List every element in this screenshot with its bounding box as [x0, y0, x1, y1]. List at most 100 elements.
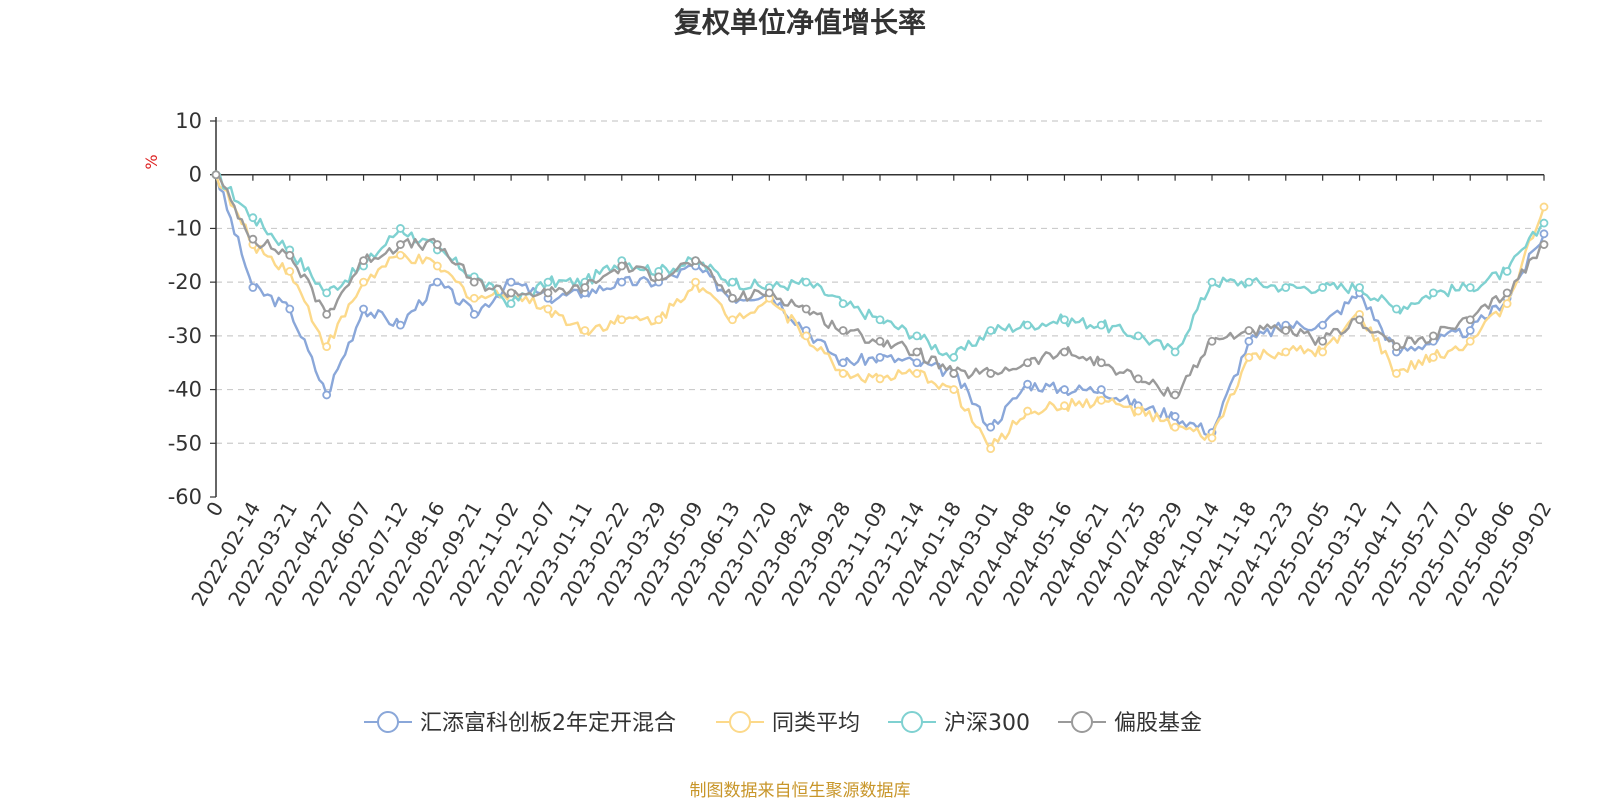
- data-point: [1023, 379, 1032, 389]
- data-point: [1428, 352, 1438, 362]
- data-point: [322, 390, 332, 400]
- y-tick-label: -50: [168, 431, 202, 455]
- data-point: [248, 283, 258, 292]
- data-point: [1465, 326, 1475, 335]
- data-point: [617, 261, 627, 271]
- data-point: [1392, 342, 1401, 352]
- data-point: [211, 170, 221, 180]
- legend-label: 偏股基金: [1114, 711, 1202, 736]
- data-point: [912, 369, 922, 378]
- data-point: [580, 326, 590, 335]
- data-point: [1355, 283, 1364, 292]
- data-point: [432, 261, 442, 271]
- data-point: [1023, 406, 1032, 416]
- series-line: [214, 174, 1546, 450]
- series-0: [211, 170, 1549, 437]
- y-tick-label: -30: [168, 324, 202, 348]
- legend-circle-icon: [1071, 711, 1093, 733]
- data-point: [1465, 336, 1475, 346]
- data-point: [285, 250, 295, 260]
- data-point: [801, 304, 811, 314]
- data-point: [469, 293, 479, 303]
- data-point: [248, 234, 258, 244]
- data-point: [1244, 326, 1254, 335]
- data-point: [654, 315, 664, 325]
- data-point: [543, 277, 553, 287]
- legend-circle-icon: [901, 711, 923, 733]
- y-tick-label: 10: [175, 109, 202, 133]
- series-lines: [211, 170, 1549, 454]
- data-point: [764, 288, 774, 298]
- data-point: [543, 304, 553, 314]
- data-point: [1428, 288, 1438, 298]
- legend-item-0[interactable]: 汇添富科创板2年定开混合: [364, 711, 676, 736]
- data-point: [1133, 374, 1143, 384]
- legend-label: 汇添富科创板2年定开混合: [420, 711, 676, 736]
- y-tick-label: -10: [168, 216, 202, 240]
- data-point: [1502, 299, 1512, 309]
- data-point: [838, 326, 848, 335]
- data-point: [949, 385, 959, 394]
- data-point: [838, 369, 848, 378]
- source-note: 制图数据来自恒生聚源数据库: [690, 781, 911, 800]
- y-axis-label: %: [142, 154, 161, 169]
- data-point: [1539, 202, 1549, 212]
- data-point: [1392, 304, 1401, 314]
- data-point: [1096, 320, 1106, 330]
- data-point: [506, 288, 516, 298]
- data-point: [396, 224, 405, 233]
- data-point: [1318, 336, 1328, 346]
- data-point: [432, 240, 442, 249]
- data-point: [506, 277, 516, 287]
- series-line: [215, 173, 1545, 398]
- data-point: [1502, 288, 1512, 298]
- data-point: [801, 331, 811, 341]
- data-point: [875, 352, 885, 362]
- legend-item-3[interactable]: 偏股基金: [1058, 711, 1202, 736]
- data-point: [432, 277, 442, 287]
- data-point: [986, 444, 996, 454]
- data-point: [986, 422, 996, 432]
- data-point: [1060, 315, 1069, 325]
- data-point: [1023, 320, 1032, 330]
- data-point: [875, 315, 885, 325]
- data-point: [506, 299, 516, 309]
- series-2: [211, 170, 1549, 362]
- legend-item-1[interactable]: 同类平均: [716, 711, 860, 736]
- data-point: [949, 369, 959, 378]
- data-point: [838, 358, 848, 368]
- data-point: [617, 277, 627, 287]
- axes: [210, 117, 1545, 498]
- y-tick-label: -60: [168, 485, 202, 509]
- chart-title: 复权单位净值增长率: [674, 6, 926, 39]
- legend-item-2[interactable]: 沪深300: [888, 711, 1030, 736]
- data-point: [1170, 412, 1180, 421]
- data-point: [728, 315, 737, 325]
- y-tick-label: -40: [168, 378, 202, 402]
- data-point: [1207, 277, 1217, 287]
- data-point: [912, 358, 922, 368]
- data-point: [801, 277, 811, 287]
- data-point: [1318, 320, 1328, 330]
- legend-label: 沪深300: [944, 711, 1030, 736]
- data-point: [396, 250, 405, 260]
- data-point: [1133, 331, 1143, 341]
- series-1: [211, 170, 1549, 454]
- data-point: [986, 326, 996, 335]
- data-point: [838, 299, 848, 309]
- y-tick-labels: 10 0 -10 -20 -30 -40 -50 -60: [168, 109, 202, 509]
- data-point: [1096, 358, 1106, 368]
- data-point: [1060, 347, 1069, 357]
- data-point: [1539, 229, 1549, 239]
- data-point: [1023, 358, 1032, 368]
- data-point: [1096, 395, 1106, 405]
- y-tick-label: 0: [189, 163, 202, 187]
- data-point: [322, 342, 332, 352]
- data-point: [691, 277, 700, 287]
- legend[interactable]: 汇添富科创板2年定开混合 同类平均 沪深300 偏股基金: [364, 711, 1202, 736]
- data-point: [580, 283, 590, 292]
- data-point: [728, 293, 737, 303]
- legend-circle-icon: [377, 711, 399, 733]
- legend-label: 同类平均: [772, 711, 860, 736]
